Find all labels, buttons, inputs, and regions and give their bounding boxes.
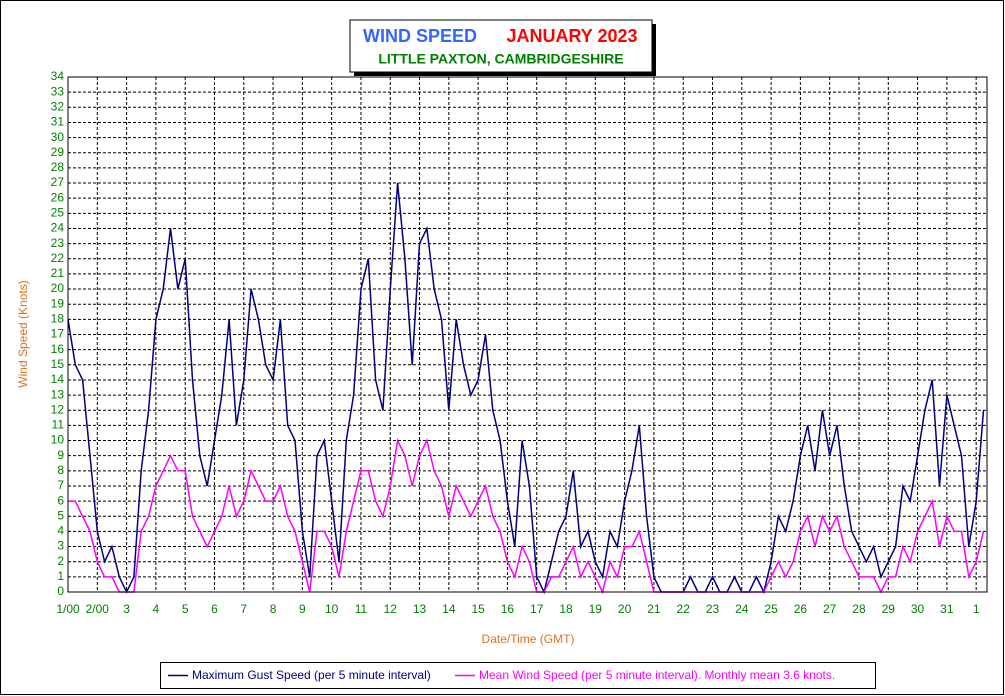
- x-tick-label: 10: [325, 602, 339, 616]
- y-tick-label: 32: [51, 99, 65, 113]
- x-tick-label: 18: [559, 602, 573, 616]
- x-tick-label: 6: [211, 602, 218, 616]
- x-tick-label: 16: [501, 602, 515, 616]
- y-tick-label: 28: [51, 160, 65, 174]
- y-tick-label: 14: [51, 372, 65, 386]
- y-tick-label: 23: [51, 236, 65, 250]
- title-box: [349, 19, 653, 73]
- series-line: [67, 182, 985, 595]
- y-tick-label: 34: [51, 69, 65, 83]
- y-tick-label: 9: [57, 448, 64, 462]
- legend-label: Mean Wind Speed (per 5 minute interval).…: [479, 668, 835, 682]
- y-tick-label: 18: [51, 312, 65, 326]
- y-tick-label: 31: [51, 115, 65, 129]
- x-tick-label: 22: [677, 602, 691, 616]
- x-tick-label: 13: [413, 602, 427, 616]
- y-tick-label: 11: [52, 418, 65, 432]
- y-tick-label: 1: [57, 569, 64, 583]
- y-tick-label: 30: [51, 130, 65, 144]
- chart-title: WIND SPEED: [363, 26, 477, 46]
- x-tick-label: 24: [735, 602, 749, 616]
- x-tick-label: 28: [852, 602, 866, 616]
- x-tick-label: 7: [240, 602, 247, 616]
- plot-border: [67, 76, 988, 593]
- x-tick-label: 15: [471, 602, 485, 616]
- series-line: [68, 438, 985, 595]
- y-tick-label: 0: [57, 584, 64, 598]
- x-tick-label: 5: [182, 602, 189, 616]
- x-tick-label: 9: [299, 602, 306, 616]
- x-tick-label: 12: [384, 602, 398, 616]
- y-tick-label: 17: [51, 327, 65, 341]
- x-tick-label: 14: [442, 602, 456, 616]
- y-tick-label: 20: [51, 281, 65, 295]
- y-tick-label: 26: [51, 190, 65, 204]
- x-tick-label: 30: [911, 602, 925, 616]
- x-tick-label: 4: [153, 602, 160, 616]
- y-tick-label: 8: [57, 463, 64, 477]
- y-tick-label: 19: [51, 296, 65, 310]
- x-tick-label: 11: [355, 602, 368, 616]
- x-tick-label: 25: [764, 602, 778, 616]
- x-tick-label: 8: [270, 602, 277, 616]
- x-tick-label: 1/00: [56, 602, 80, 616]
- x-tick-label: 19: [589, 602, 603, 616]
- legend-label: Maximum Gust Speed (per 5 minute interva…: [192, 668, 431, 682]
- y-tick-label: 7: [57, 478, 64, 492]
- x-tick-label: 21: [647, 602, 661, 616]
- x-tick-label: 17: [530, 602, 544, 616]
- x-tick-label: 26: [794, 602, 808, 616]
- x-tick-label: 27: [823, 602, 837, 616]
- y-tick-label: 4: [57, 524, 64, 538]
- y-tick-label: 22: [51, 251, 65, 265]
- y-tick-label: 16: [51, 342, 65, 356]
- y-tick-label: 12: [51, 402, 65, 416]
- y-tick-label: 25: [51, 205, 65, 219]
- x-tick-label: 1: [973, 602, 980, 616]
- x-tick-label: 23: [706, 602, 720, 616]
- x-tick-label: 3: [123, 602, 130, 616]
- x-tick-label: 20: [618, 602, 632, 616]
- y-tick-label: 6: [57, 493, 64, 507]
- x-tick-label: 31: [940, 602, 954, 616]
- y-tick-label: 13: [51, 387, 65, 401]
- y-tick-label: 15: [51, 357, 65, 371]
- y-tick-label: 24: [51, 221, 65, 235]
- x-axis-label: Date/Time (GMT): [482, 632, 575, 646]
- x-tick-label: 2/00: [86, 602, 110, 616]
- y-tick-label: 2: [57, 554, 64, 568]
- x-tick-label: 29: [882, 602, 896, 616]
- y-tick-label: 27: [51, 175, 65, 189]
- y-tick-label: 5: [57, 508, 64, 522]
- y-tick-label: 33: [51, 84, 65, 98]
- y-tick-label: 3: [57, 539, 64, 553]
- legend: [160, 662, 876, 689]
- chart-title-month: JANUARY 2023: [506, 26, 637, 46]
- y-tick-label: 21: [51, 266, 65, 280]
- y-tick-label: 29: [51, 145, 65, 159]
- chart-subtitle: LITTLE PAXTON, CAMBRIDGESHIRE: [378, 51, 623, 67]
- y-axis-label: Wind Speed (Knots): [16, 280, 30, 387]
- y-tick-label: 10: [51, 433, 65, 447]
